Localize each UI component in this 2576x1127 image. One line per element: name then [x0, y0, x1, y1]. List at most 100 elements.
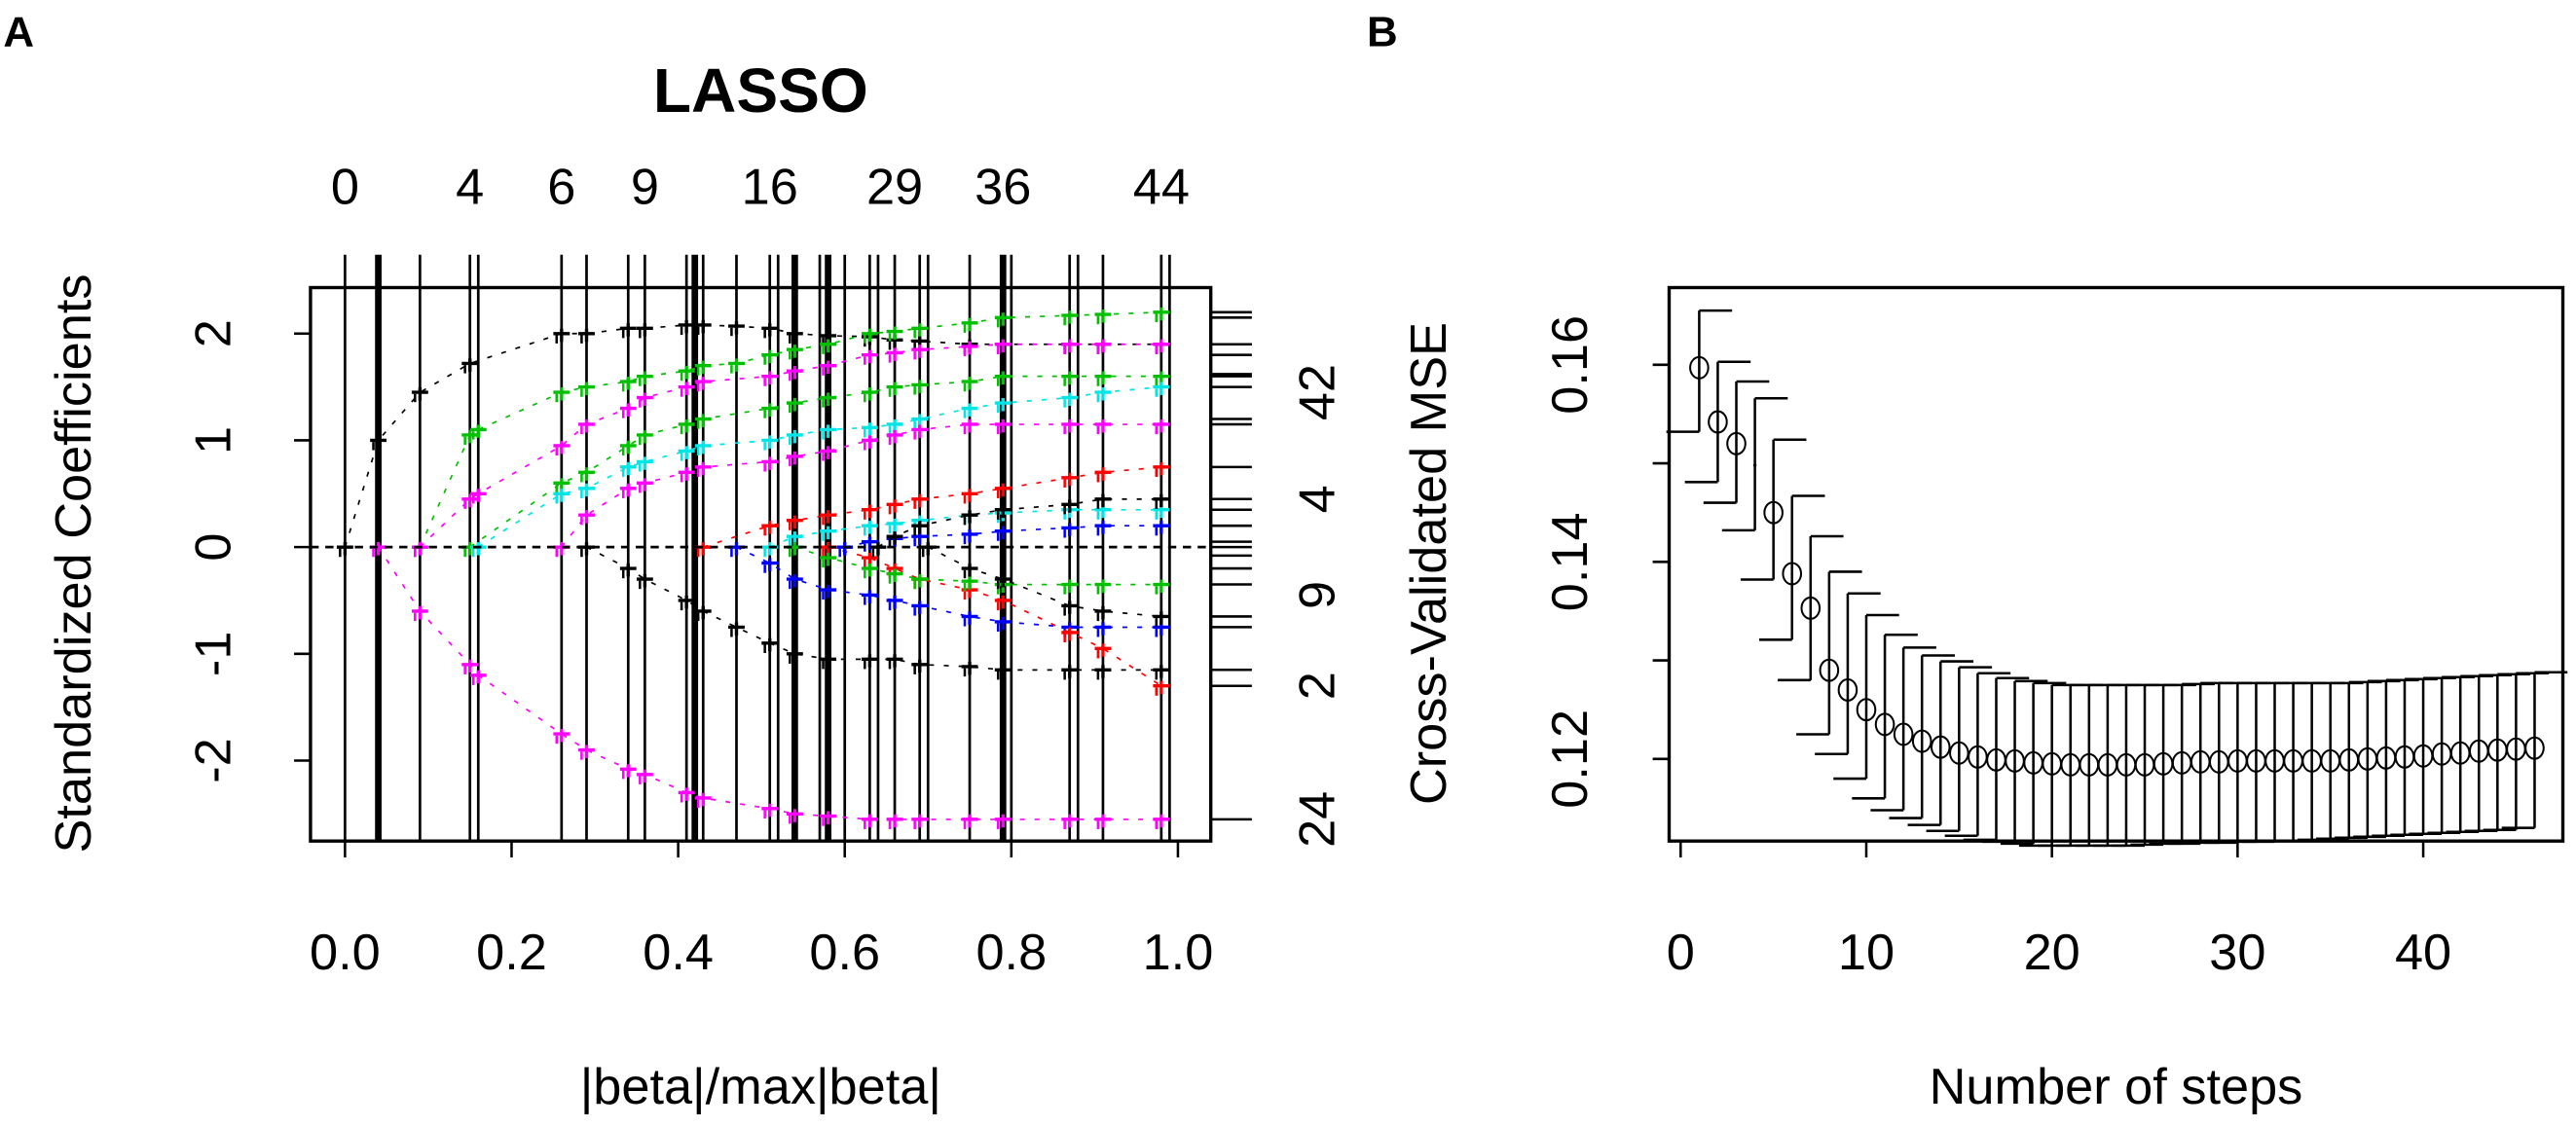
x-tick-label: 0.2: [476, 925, 547, 981]
path-marker: [1061, 371, 1079, 386]
path-marker: [994, 483, 1012, 498]
path-marker: [820, 424, 837, 440]
path-marker: [761, 371, 779, 386]
x-tick-label: 1.0: [1143, 925, 1214, 981]
x-tick-label: 0: [1667, 925, 1695, 981]
path-marker: [911, 814, 929, 829]
path-marker: [994, 312, 1012, 328]
path-marker: [961, 418, 978, 435]
error-bar: [2000, 681, 2067, 846]
path-marker: [994, 526, 1012, 541]
error-bar: [2186, 681, 2253, 845]
path-marker: [1094, 371, 1112, 386]
path-marker: [694, 440, 712, 456]
path-marker: [694, 377, 712, 392]
x-tick-label: 10: [1838, 925, 1895, 981]
error-bar: [2167, 681, 2233, 846]
path-marker: [1094, 467, 1112, 483]
error-bar: [2204, 681, 2271, 845]
path-marker: [1094, 339, 1112, 354]
top-axis-label: 36: [975, 159, 1031, 215]
path-marker: [370, 542, 387, 558]
path-marker: [994, 595, 1012, 611]
right-axis-label: 42: [1289, 364, 1345, 420]
error-bar: [1889, 654, 1955, 819]
path-marker: [994, 418, 1012, 435]
panel-a-label: A: [3, 8, 34, 55]
path-marker: [578, 542, 595, 558]
path-marker: [411, 605, 428, 622]
path-marker: [911, 521, 929, 536]
cv-error-plot: Number of steps Cross-Validated MSE 0 10 2…: [1401, 285, 2568, 1115]
path-marker: [619, 377, 637, 392]
path-marker: [694, 360, 712, 376]
path-marker: [619, 323, 637, 339]
path-marker: [861, 590, 878, 605]
path-marker: [911, 493, 929, 509]
y-tick-label: 0.16: [1542, 315, 1599, 415]
cv-point: [1893, 722, 1914, 746]
path-marker: [1153, 493, 1170, 509]
error-bar: [1870, 646, 1936, 812]
chart-title: LASSO: [653, 55, 868, 126]
path-marker: [861, 564, 878, 579]
path-marker: [961, 489, 978, 504]
error-bar: [1796, 570, 1862, 736]
error-bar: [1963, 676, 2030, 842]
path-marker: [636, 429, 653, 446]
error-bar: [2038, 683, 2104, 848]
right-axis-label: 24: [1289, 791, 1345, 848]
x-axis-label: Number of steps: [1930, 1059, 2303, 1115]
cv-point: [1856, 698, 1877, 722]
coefficient-path: [578, 542, 1170, 680]
error-bar: [2409, 675, 2475, 836]
error-bar: [1740, 438, 1807, 581]
path-marker: [886, 429, 903, 446]
path-marker: [886, 814, 903, 829]
path-marker: [861, 387, 878, 403]
path-marker: [1061, 392, 1079, 408]
path-marker: [678, 787, 695, 803]
path-marker: [678, 366, 695, 382]
path-marker: [411, 542, 428, 558]
path-marker: [1153, 665, 1170, 680]
error-bar: [2297, 681, 2364, 842]
path-marker: [1061, 339, 1079, 354]
cv-point: [1837, 677, 1858, 702]
path-marker: [553, 328, 570, 344]
path-marker: [678, 382, 695, 397]
path-marker: [411, 387, 428, 403]
path-marker: [961, 317, 978, 333]
path-marker: [1094, 521, 1112, 536]
path-marker: [619, 564, 637, 579]
path-marker: [911, 573, 929, 590]
path-line: [586, 546, 1161, 672]
path-marker: [1094, 387, 1112, 403]
path-marker: [911, 659, 929, 674]
path-marker: [786, 648, 803, 664]
path-marker: [1061, 310, 1079, 326]
path-marker: [694, 414, 712, 429]
path-marker: [861, 435, 878, 451]
coefficient-path: [919, 542, 1170, 627]
path-marker: [761, 558, 779, 573]
y-axis-label: Cross-Validated MSE: [1401, 322, 1457, 805]
path-marker: [553, 387, 570, 403]
path-marker: [619, 440, 637, 456]
error-bar: [2241, 681, 2308, 844]
x-tick-label: 0.0: [310, 925, 381, 981]
path-marker: [786, 328, 803, 344]
error-bar: [1758, 494, 1825, 641]
path-marker: [786, 429, 803, 446]
path-marker: [911, 323, 929, 339]
path-marker: [961, 611, 978, 627]
path-line: [419, 310, 1161, 548]
coefficient-path: [370, 542, 1170, 829]
path-marker: [961, 576, 978, 592]
error-bar: [1684, 360, 1751, 484]
path-marker: [619, 764, 637, 780]
y-tick-label: 0.12: [1542, 709, 1599, 809]
path-marker: [961, 341, 978, 357]
path-marker: [578, 483, 595, 498]
path-marker: [820, 339, 837, 354]
